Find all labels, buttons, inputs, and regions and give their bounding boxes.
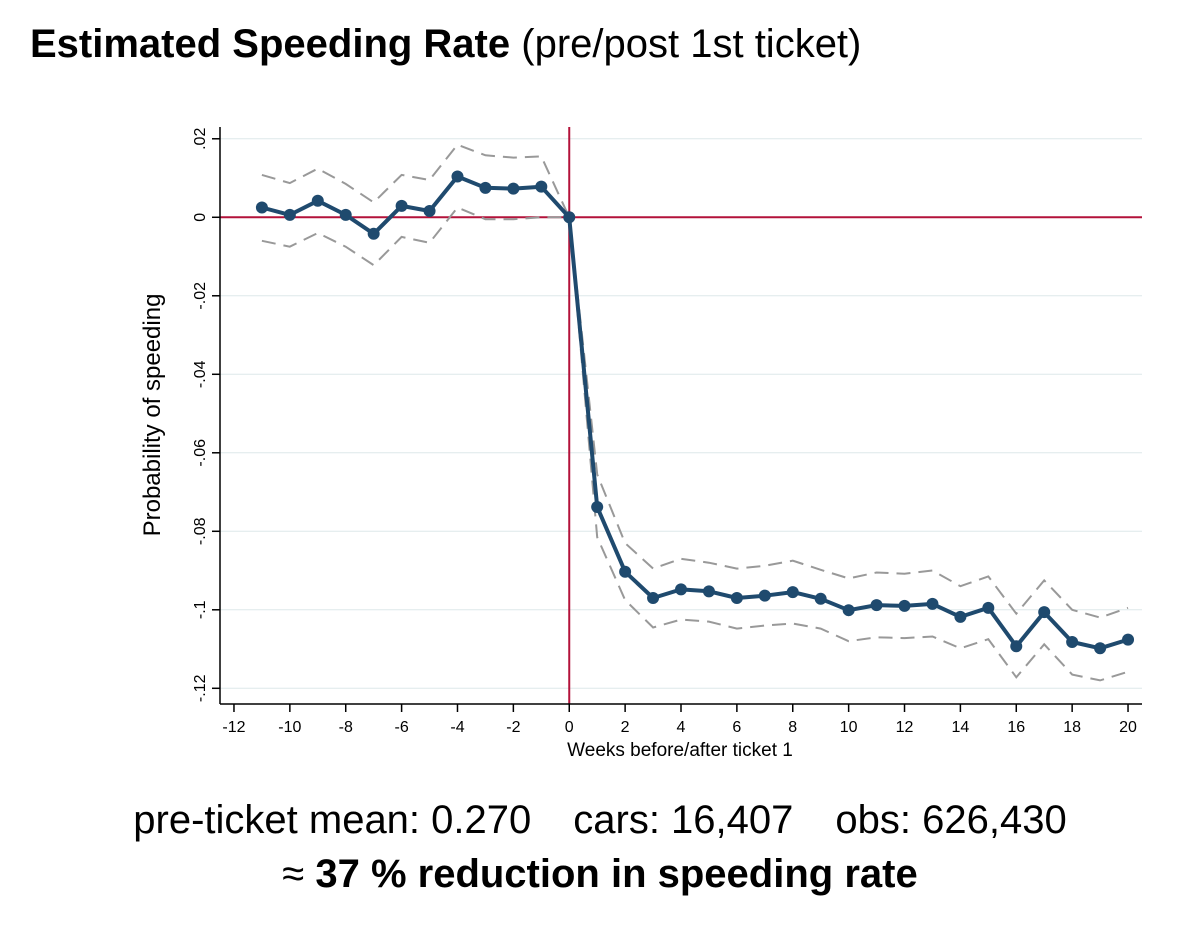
y-tick-label: 0 <box>192 213 209 222</box>
estimate-point <box>451 170 464 183</box>
chart-title: Estimated Speeding Rate (pre/post 1st ti… <box>30 22 861 67</box>
estimate-point <box>423 204 436 217</box>
estimate-point <box>870 599 883 612</box>
summary-stats: pre-ticket mean: 0.270 cars: 16,407 obs: 6… <box>0 798 1200 843</box>
estimate-line <box>261 174 1129 651</box>
estimate-point <box>1038 606 1051 619</box>
x-tick-label: -6 <box>394 719 408 736</box>
estimate-point <box>367 227 380 240</box>
estimate-point <box>758 589 771 602</box>
estimate-point <box>535 180 548 193</box>
estimate-point <box>591 500 604 513</box>
y-tick-label: -.08 <box>192 517 209 545</box>
x-tick-label: -8 <box>339 719 353 736</box>
estimate-point <box>647 592 660 605</box>
estimate-point <box>1066 635 1079 648</box>
x-tick-label: -2 <box>506 719 520 736</box>
x-tick-label: 2 <box>621 719 630 736</box>
y-tick-label: -.04 <box>192 360 209 388</box>
x-tick-label: 16 <box>1007 719 1025 736</box>
reduction-statement: 37 % reduction in speeding rate <box>315 852 918 896</box>
estimate-point <box>339 208 352 221</box>
x-tick-label: 8 <box>788 719 797 736</box>
estimate-point <box>1122 633 1135 646</box>
y-tick-label: -.12 <box>192 674 209 702</box>
reference-lines <box>220 127 1142 704</box>
event-study-chart: -12 -10 -8 -6 -4 -2 0 2 4 6 8 10 12 14 16 18 20 .02 0 -.02 -… <box>139 127 1142 761</box>
y-tick-label: -.1 <box>192 600 209 619</box>
x-axis-title: Weeks before/after ticket 1 <box>567 740 793 761</box>
estimate-point <box>926 597 939 610</box>
estimate-point <box>786 586 799 599</box>
y-tick-label: .02 <box>192 128 209 150</box>
conclusion-text: ≈ 37 % reduction in speeding rate <box>0 852 1200 897</box>
chart-title-bold: Estimated Speeding Rate <box>30 22 511 66</box>
x-tick-label: 14 <box>951 719 969 736</box>
estimate-point <box>1094 642 1107 655</box>
y-tick-label: -.06 <box>192 439 209 467</box>
estimate-point <box>814 592 827 605</box>
x-tick-label: 10 <box>840 719 858 736</box>
estimate-point <box>842 604 855 617</box>
pre-ticket-mean: pre-ticket mean: 0.270 <box>133 798 532 842</box>
estimate-point <box>283 208 296 221</box>
series-layer <box>255 143 1135 682</box>
x-tick-label: -10 <box>278 719 301 736</box>
axes: -12 -10 -8 -6 -4 -2 0 2 4 6 8 10 12 14 16 18 20 .02 0 -.02 -… <box>192 127 1142 736</box>
x-tick-label: 0 <box>565 719 574 736</box>
x-tick-label: 4 <box>677 719 686 736</box>
estimate-point <box>1010 640 1023 653</box>
estimate-point <box>982 601 995 614</box>
estimate-point <box>730 592 743 605</box>
x-tick-label: -12 <box>222 719 245 736</box>
estimate-point <box>395 199 408 212</box>
estimate-point <box>619 565 632 578</box>
y-axis-title: Probability of speeding <box>139 294 166 537</box>
obs-count: obs: 626,430 <box>835 798 1067 842</box>
x-tick-label: 18 <box>1063 719 1081 736</box>
x-tick-label: -4 <box>450 719 464 736</box>
estimate-point <box>954 610 967 623</box>
cars-count: cars: 16,407 <box>573 798 794 842</box>
approx-symbol: ≈ <box>282 852 305 896</box>
x-tick-label: 20 <box>1119 719 1137 736</box>
estimate-point <box>898 599 911 612</box>
chart-title-subtitle: (pre/post 1st ticket) <box>521 22 862 66</box>
y-tick-label: -.02 <box>192 282 209 310</box>
x-tick-label: 6 <box>732 719 741 736</box>
estimate-point <box>311 194 324 207</box>
estimate-point <box>479 181 492 194</box>
estimate-point <box>675 583 687 596</box>
estimate-point <box>563 211 576 224</box>
estimate-point <box>702 585 715 598</box>
upper-ci-line <box>261 143 1129 619</box>
estimate-point <box>507 182 520 195</box>
x-tick-label: 12 <box>896 719 914 736</box>
estimate-point <box>255 201 268 214</box>
lower-ci-line <box>261 206 1129 682</box>
